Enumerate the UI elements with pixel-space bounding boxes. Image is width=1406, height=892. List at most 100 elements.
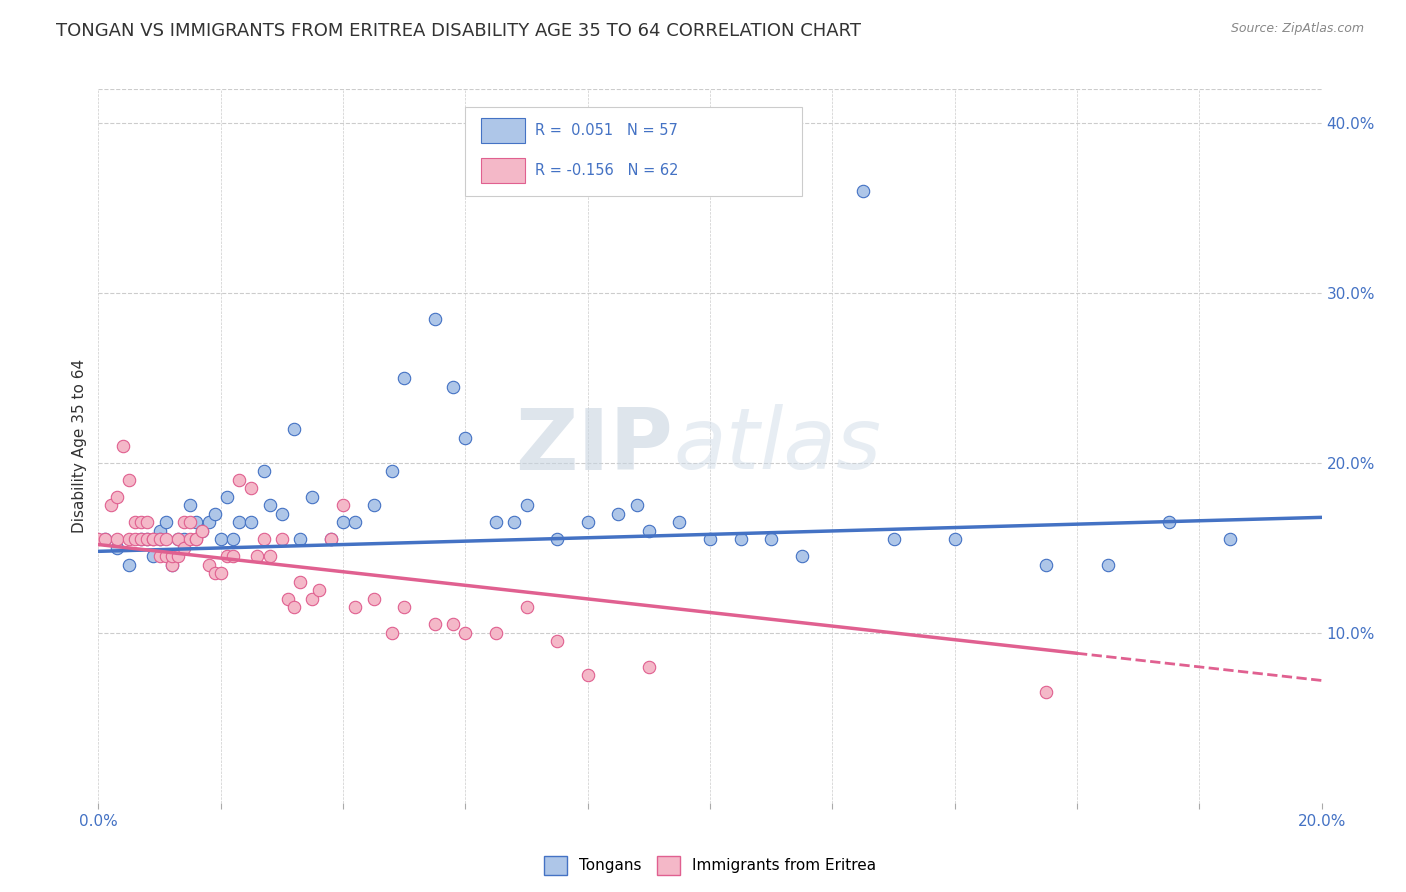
Point [503, 516, 526, 530]
Point [142, 533, 165, 547]
Point [332, 499, 354, 513]
Point [283, 600, 305, 615]
Point [485, 626, 508, 640]
FancyBboxPatch shape [481, 118, 526, 144]
Point [105, 541, 128, 555]
Point [790, 549, 813, 564]
Point [1157, 516, 1180, 530]
Point [308, 583, 330, 598]
Point [392, 371, 416, 385]
Point [1097, 558, 1119, 572]
Point [301, 490, 323, 504]
Point [129, 533, 152, 547]
Point [111, 439, 134, 453]
Point [363, 499, 385, 513]
Point [118, 558, 141, 572]
Point [173, 541, 195, 555]
Point [283, 422, 305, 436]
Point [319, 533, 342, 547]
Point [454, 626, 477, 640]
Point [160, 558, 183, 572]
Point [277, 591, 299, 606]
Point [290, 533, 312, 547]
Point [93, 533, 115, 547]
Point [363, 591, 385, 606]
Point [191, 524, 214, 538]
Point [270, 533, 292, 547]
Point [179, 516, 201, 530]
Point [173, 533, 195, 547]
Point [546, 533, 568, 547]
Point [179, 499, 201, 513]
Point [252, 533, 274, 547]
Point [197, 558, 219, 572]
Point [259, 549, 281, 564]
Point [142, 549, 165, 564]
Point [191, 524, 214, 538]
Point [301, 591, 323, 606]
Point [516, 499, 538, 513]
Point [93, 533, 115, 547]
Point [1219, 533, 1241, 547]
Point [136, 533, 159, 547]
Point [215, 490, 238, 504]
Point [129, 516, 152, 530]
Point [155, 533, 177, 547]
Point [1035, 558, 1057, 572]
Point [485, 516, 508, 530]
Point [204, 566, 226, 581]
Point [576, 516, 599, 530]
Text: TONGAN VS IMMIGRANTS FROM ERITREA DISABILITY AGE 35 TO 64 CORRELATION CHART: TONGAN VS IMMIGRANTS FROM ERITREA DISABI… [56, 22, 862, 40]
Point [381, 626, 404, 640]
Point [546, 634, 568, 648]
Point [290, 574, 312, 589]
Point [270, 507, 292, 521]
Point [392, 600, 416, 615]
Point [105, 490, 128, 504]
Point [155, 516, 177, 530]
Point [155, 549, 177, 564]
Point [423, 311, 446, 326]
Point [167, 549, 190, 564]
Point [883, 533, 905, 547]
Text: atlas: atlas [673, 404, 882, 488]
Point [118, 473, 141, 487]
FancyBboxPatch shape [465, 107, 801, 196]
Point [149, 533, 172, 547]
Point [607, 507, 630, 521]
Point [423, 617, 446, 632]
Point [441, 379, 464, 393]
Point [129, 533, 152, 547]
Point [730, 533, 752, 547]
Point [167, 533, 190, 547]
Point [87, 533, 110, 547]
Point [626, 499, 648, 513]
Point [454, 430, 477, 444]
Point [160, 549, 183, 564]
Point [136, 516, 159, 530]
Point [160, 558, 183, 572]
Point [668, 516, 690, 530]
Point [186, 533, 208, 547]
Point [186, 516, 208, 530]
Point [252, 465, 274, 479]
Point [319, 533, 342, 547]
Point [142, 533, 165, 547]
Point [124, 533, 146, 547]
Point [240, 516, 263, 530]
Point [118, 533, 141, 547]
Point [228, 473, 250, 487]
Point [441, 617, 464, 632]
Point [222, 533, 245, 547]
FancyBboxPatch shape [481, 158, 526, 184]
Text: ZIP: ZIP [516, 404, 673, 488]
Point [222, 549, 245, 564]
Point [1035, 685, 1057, 699]
Text: R =  0.051   N = 57: R = 0.051 N = 57 [536, 123, 678, 138]
Point [516, 600, 538, 615]
Point [124, 516, 146, 530]
Y-axis label: Disability Age 35 to 64: Disability Age 35 to 64 [72, 359, 87, 533]
Point [173, 516, 195, 530]
Point [149, 549, 172, 564]
Point [136, 533, 159, 547]
